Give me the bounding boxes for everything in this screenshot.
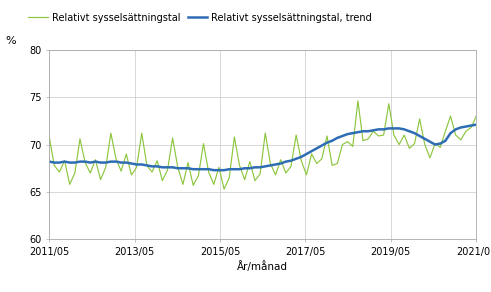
Relativt sysselsättningstal, trend	[473, 123, 479, 126]
Relativt sysselsättningstal, trend	[46, 160, 52, 163]
Relativt sysselsättningstal, trend	[242, 166, 247, 170]
Relativt sysselsättningstal	[262, 131, 268, 135]
X-axis label: År/månad: År/månad	[237, 261, 288, 272]
Relativt sysselsättningstal	[221, 187, 227, 191]
Legend: Relativt sysselsättningstal, Relativt sysselsättningstal, trend: Relativt sysselsättningstal, Relativt sy…	[28, 13, 372, 23]
Relativt sysselsättningstal	[51, 164, 57, 167]
Relativt sysselsättningstal, trend	[262, 165, 268, 168]
Relativt sysselsättningstal, trend	[396, 127, 402, 130]
Relativt sysselsättningstal, trend	[376, 128, 382, 131]
Relativt sysselsättningstal, trend	[51, 161, 57, 164]
Relativt sysselsättningstal, trend	[211, 168, 217, 172]
Line: Relativt sysselsättningstal: Relativt sysselsättningstal	[49, 101, 476, 189]
Relativt sysselsättningstal	[401, 133, 407, 137]
Relativt sysselsättningstal	[473, 114, 479, 118]
Relativt sysselsättningstal	[381, 133, 386, 137]
Relativt sysselsättningstal, trend	[72, 161, 78, 164]
Y-axis label: %: %	[5, 36, 16, 46]
Relativt sysselsättningstal	[242, 178, 247, 181]
Relativt sysselsättningstal	[72, 171, 78, 175]
Relativt sysselsättningstal	[355, 99, 361, 102]
Line: Relativt sysselsättningstal, trend: Relativt sysselsättningstal, trend	[49, 125, 476, 170]
Relativt sysselsättningstal	[46, 134, 52, 138]
